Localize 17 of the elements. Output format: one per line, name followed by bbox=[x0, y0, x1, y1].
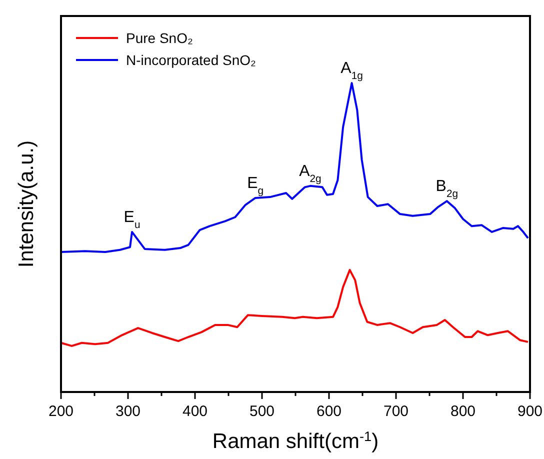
x-tick-label: 600 bbox=[316, 403, 342, 420]
annotation: E$_{g}$ bbox=[247, 174, 264, 196]
legend-label: N-incorporated SnO₂ bbox=[126, 52, 256, 68]
x-tick-label: 800 bbox=[450, 403, 476, 420]
y-axis-title: Intensity(a.u.) bbox=[15, 140, 38, 268]
legend-label: Pure SnO₂ bbox=[126, 30, 193, 46]
x-tick-label: 900 bbox=[517, 403, 543, 420]
annotation: E$_{u}$ bbox=[124, 208, 140, 230]
x-tick-label: 400 bbox=[182, 403, 208, 420]
x-axis-title: Raman shift(cm$^{-1}$) bbox=[212, 428, 379, 453]
x-tick-label: 500 bbox=[249, 403, 275, 420]
x-tick-label: 200 bbox=[48, 403, 74, 420]
x-tick-label: 700 bbox=[383, 403, 409, 420]
x-tick-label: 300 bbox=[115, 403, 141, 420]
annotation: A$_{1g}$ bbox=[340, 60, 364, 82]
annotation: A$_{2g}$ bbox=[299, 162, 322, 184]
annotation: B$_{2g}$ bbox=[436, 178, 458, 200]
